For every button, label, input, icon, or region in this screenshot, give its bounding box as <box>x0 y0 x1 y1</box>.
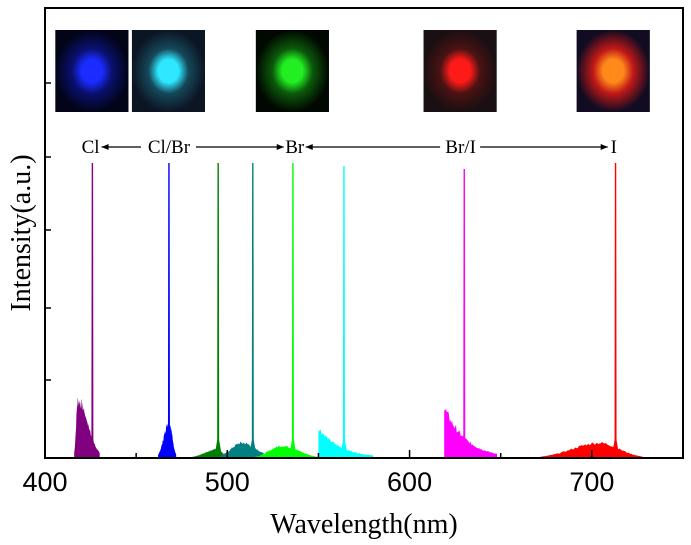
annotation-label: Cl <box>82 137 100 158</box>
series-cl-br-green- <box>190 163 228 458</box>
annotation-label: I <box>611 137 617 158</box>
broad-band <box>74 397 100 458</box>
laser-peak <box>248 163 257 458</box>
inset-red-spot <box>423 30 497 112</box>
series-cl-br-teal- <box>218 163 273 458</box>
inset-images <box>55 30 650 112</box>
inset-cyan-spot <box>131 30 205 112</box>
axes: 400 500 600 700 <box>22 82 614 497</box>
broad-band <box>254 445 319 458</box>
series-group <box>74 163 643 459</box>
laser-peak <box>88 163 97 458</box>
x-tick-label: 500 <box>205 467 250 497</box>
x-axis-title: Wavelength(nm) <box>270 509 457 540</box>
annotation-label: Br/I <box>445 137 476 158</box>
plot-frame <box>44 7 684 459</box>
arrowhead <box>305 144 313 150</box>
series-br-i-magenta- <box>444 169 498 459</box>
inset-blue-spot <box>55 30 129 112</box>
x-tick-label: 600 <box>387 467 432 497</box>
series-cl <box>74 163 100 458</box>
annotation-label: Cl/Br <box>148 137 191 158</box>
arrowhead <box>101 144 109 150</box>
broad-band <box>444 406 498 458</box>
series-br-i-cyan- <box>318 166 374 458</box>
laser-peak <box>611 163 620 458</box>
series-cl-br-blue- <box>158 163 177 458</box>
broad-band <box>218 441 273 458</box>
x-tick-label: 700 <box>569 467 614 497</box>
series-br <box>254 163 319 458</box>
series-i <box>540 163 643 458</box>
broad-band <box>158 419 177 458</box>
x-tick-label: 400 <box>22 467 67 497</box>
arrowhead <box>600 144 608 150</box>
laser-peak <box>288 163 297 458</box>
y-axis-title: Intensity(a.u.) <box>6 154 37 311</box>
inset-orange-red-spot <box>576 30 650 112</box>
inset-green-spot <box>255 30 329 112</box>
laser-peak <box>339 166 348 458</box>
annotation-label: Br <box>285 137 305 158</box>
annotation-arrows: Cl Cl/Br Br Br/I I <box>82 137 617 158</box>
laser-peak <box>214 163 223 458</box>
laser-peak <box>460 169 469 459</box>
laser-peak <box>164 163 173 458</box>
broad-band <box>318 427 374 458</box>
arrowhead <box>276 144 284 150</box>
